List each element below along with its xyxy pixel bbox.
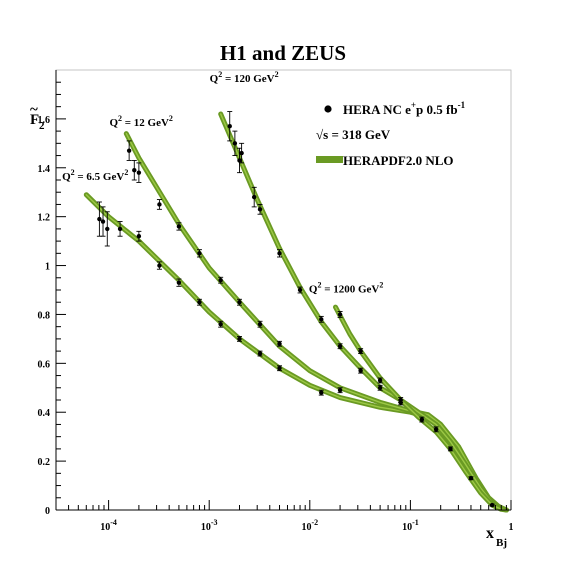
y-axis-label-sub: 2 (39, 120, 45, 132)
y-tick-label: 0 (45, 506, 50, 517)
x-tick-label: 10-2 (301, 518, 318, 533)
data-point (448, 446, 453, 452)
q2-annotation: Q2 = 12 GeV2 (109, 114, 172, 129)
legend-entry-data-post: p 0.5 fb (416, 102, 458, 117)
y-tick-label: 1.6 (38, 115, 51, 126)
data-point (136, 170, 142, 175)
data-point (237, 336, 242, 342)
data-point (105, 226, 110, 232)
data-point (358, 348, 363, 354)
data-point (176, 224, 182, 229)
data-point (468, 476, 474, 481)
legend-entry-data-pre: HERA NC e (343, 102, 411, 117)
data-point (337, 344, 343, 349)
data-point (257, 207, 263, 212)
data-point (319, 317, 324, 322)
data-point (358, 368, 363, 373)
legend: HERA NC e+p 0.5 fb-1 √s = 318 GeV HERAPD… (316, 100, 466, 168)
y-axis-label-main: F (30, 112, 39, 128)
x-tick-label: 1 (509, 522, 514, 533)
x-axis-label-main: x (486, 525, 494, 542)
y-tick-label: 0.2 (38, 457, 51, 468)
chart-title: H1 and ZEUS (220, 41, 346, 65)
data-points (96, 111, 495, 508)
y-tick-label: 0.4 (38, 408, 51, 419)
fit-band-highlight (334, 306, 508, 511)
x-axis-label: x Bj (486, 525, 507, 549)
legend-marker (324, 105, 332, 113)
q2-annotation: Q2 = 6.5 GeV2 (62, 168, 128, 183)
axes: 0 0.2 0.4 0.6 0.8 1 1.2 1.4 1.6 10-4 10-3 10-2 10-1 1 (38, 70, 514, 533)
data-point (197, 300, 202, 305)
fit-band (123, 131, 509, 513)
y-tick-label: 1.2 (38, 213, 51, 224)
fit-band-highlight (85, 194, 508, 511)
y-axis-label-accent: ~ (30, 102, 38, 118)
x-tick-label: 10-4 (100, 518, 117, 533)
data-point (377, 378, 383, 383)
fit-bands (83, 111, 509, 513)
data-point (257, 322, 263, 327)
data-point (157, 263, 162, 268)
x-tick-label: 10-1 (402, 518, 419, 533)
data-point (132, 168, 137, 173)
data-point (319, 390, 324, 395)
data-point (277, 341, 282, 346)
data-point (117, 226, 123, 232)
data-point (239, 150, 244, 156)
legend-entry-energy: √s = 318 GeV (316, 127, 391, 142)
data-point (489, 502, 495, 508)
x-tick-label: 10-3 (201, 518, 218, 533)
legend-band-swatch (316, 156, 343, 163)
y-tick-label: 1 (45, 262, 50, 273)
data-point (237, 300, 242, 305)
data-point (218, 322, 223, 327)
legend-entry-band: HERAPDF2.0 NLO (343, 153, 454, 168)
q2-annotation: Q2 = 1200 GeV2 (309, 280, 383, 295)
fit-band (83, 192, 509, 513)
data-point (398, 397, 403, 403)
plot-frame (55, 69, 512, 511)
data-point (277, 251, 282, 256)
data-point (237, 158, 242, 163)
data-point (377, 385, 383, 390)
data-point (419, 417, 425, 422)
fit-band-highlight (220, 113, 508, 511)
q2-annotations: Q2 = 6.5 GeV2 Q2 = 12 GeV2 Q2 = 120 GeV2 Q2… (62, 70, 383, 295)
data-point (297, 287, 303, 293)
y-tick-label: 1.4 (38, 164, 51, 175)
data-point (176, 280, 182, 285)
legend-entry-data-sup2: -1 (458, 100, 466, 110)
y-tick-label: 0.8 (38, 310, 51, 321)
data-point (157, 202, 162, 207)
data-point (126, 148, 132, 153)
q2-annotation: Q2 = 120 GeV2 (210, 70, 279, 85)
fit-band (333, 304, 509, 513)
y-tick-label: 0.6 (38, 359, 51, 370)
data-point (197, 251, 202, 256)
x-axis-label-sub: Bj (496, 537, 507, 549)
data-point (218, 278, 223, 283)
data-point (251, 194, 257, 200)
legend-entry-data: HERA NC e+p 0.5 fb-1 (343, 100, 466, 117)
data-point (227, 124, 232, 129)
data-point (337, 388, 343, 393)
fit-band-highlight (125, 132, 508, 511)
data-point (433, 427, 439, 432)
data-point (277, 366, 282, 371)
data-point (232, 141, 238, 146)
data-point (257, 351, 263, 356)
data-point (97, 216, 102, 222)
y-axis-label: ~ F 2 (30, 102, 45, 132)
data-point (100, 219, 106, 224)
legend-entry-data-sup: + (411, 100, 416, 110)
data-point (136, 234, 142, 239)
data-point (337, 312, 343, 317)
